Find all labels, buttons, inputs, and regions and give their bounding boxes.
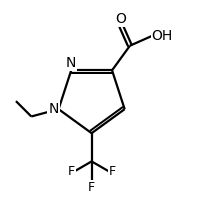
Text: OH: OH	[152, 29, 173, 43]
Text: F: F	[109, 165, 116, 178]
Text: N: N	[48, 102, 59, 116]
Text: F: F	[88, 181, 95, 194]
Text: O: O	[116, 12, 126, 26]
Text: F: F	[68, 165, 75, 178]
Text: N: N	[66, 56, 76, 70]
